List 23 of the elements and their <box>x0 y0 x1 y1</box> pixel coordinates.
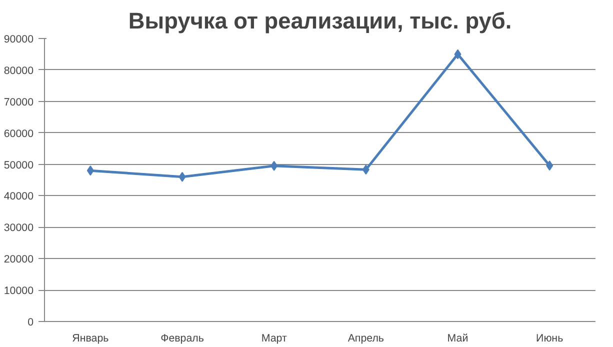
y-tick-label: 20000 <box>4 254 34 266</box>
y-tick-label: 60000 <box>4 128 34 140</box>
y-tick-label: 0 <box>28 316 34 328</box>
y-tick-label: 70000 <box>4 96 34 108</box>
y-tick-label: 40000 <box>4 190 34 203</box>
x-tick-label: Апрель <box>348 332 384 344</box>
x-tick-label: Февраль <box>160 332 204 344</box>
x-tick-label: Март <box>261 332 287 344</box>
point <box>454 49 462 60</box>
y-tick-label: 10000 <box>4 285 34 298</box>
x-tick-label: Январь <box>72 332 110 344</box>
y-tick-label: 80000 <box>4 64 34 77</box>
x-tick-label: Июнь <box>536 332 564 344</box>
point <box>178 172 186 182</box>
x-tick-label: Май <box>447 332 468 344</box>
y-tick-label: 90000 <box>4 34 34 46</box>
y-tick-label: 50000 <box>4 159 34 172</box>
point <box>270 160 278 171</box>
point <box>86 166 94 176</box>
point <box>362 164 370 175</box>
point <box>546 160 554 171</box>
y-tick-label: 30000 <box>4 222 34 234</box>
chart-title: Выручка от реализации, тыс. руб. <box>128 8 512 34</box>
